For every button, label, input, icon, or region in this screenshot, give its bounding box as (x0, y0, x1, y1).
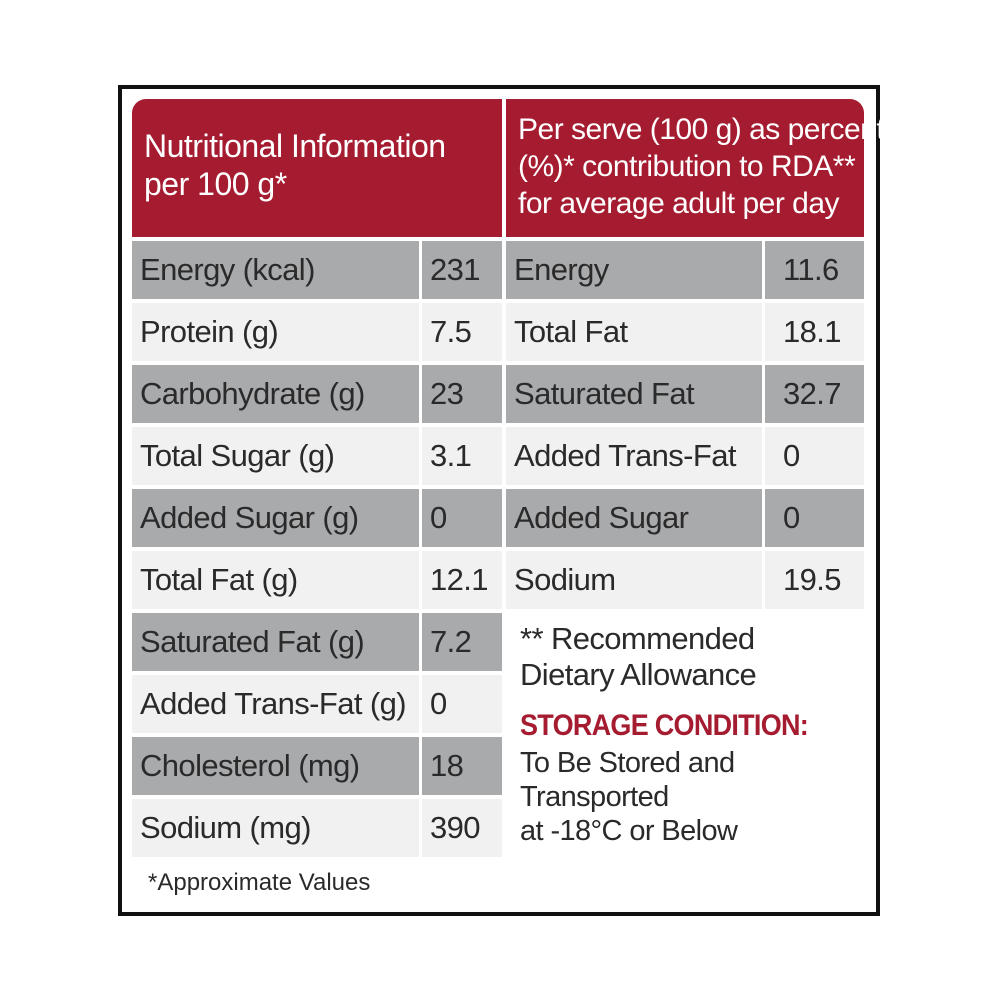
rda-note: ** Recommended Dietary Allowance (520, 621, 757, 693)
nutrient-value: 12.1 (422, 551, 502, 609)
rda-label: Added Trans-Fat (506, 427, 762, 485)
storage-line-2: Transported (520, 781, 669, 813)
nutrition-panel: Nutritional Information per 100 g* Per s… (118, 85, 885, 916)
nutrient-value: 7.5 (422, 303, 502, 361)
rda-label: Total Fat (506, 303, 762, 361)
nutrient-value: 231 (422, 241, 502, 299)
nutrient-label: Added Sugar (g) (132, 489, 419, 547)
nutrient-label: Saturated Fat (g) (132, 613, 419, 671)
nutrient-label: Energy (kcal) (132, 241, 419, 299)
rda-note-line-1: ** Recommended (520, 621, 755, 656)
rda-value: 0 (765, 427, 864, 485)
rda-label: Energy (506, 241, 762, 299)
nutrient-value: 18 (422, 737, 502, 795)
nutrient-value: 7.2 (422, 613, 502, 671)
storage-body: To Be Stored and Transported at -18°C or… (520, 746, 738, 848)
rda-header: Per serve (100 g) as percent (%)* contri… (506, 99, 885, 237)
nutrient-value: 3.1 (422, 427, 502, 485)
nutrition-header: Nutritional Information per 100 g* (132, 99, 502, 237)
nutrition-header-line-1: Nutritional Information (144, 128, 446, 164)
nutrient-label: Protein (g) (132, 303, 419, 361)
storage-line-3: at -18°C or Below (520, 815, 738, 847)
nutrition-header-line-2: per 100 g* (144, 166, 287, 202)
nutrient-label: Sodium (mg) (132, 799, 419, 857)
rda-value: 18.1 (765, 303, 864, 361)
nutrient-label: Cholesterol (mg) (132, 737, 419, 795)
nutrient-label: Total Sugar (g) (132, 427, 419, 485)
storage-line-1: To Be Stored and (520, 747, 735, 779)
nutrient-label: Added Trans-Fat (g) (132, 675, 419, 733)
nutrient-label: Total Fat (g) (132, 551, 419, 609)
rda-header-line-2: (%)* contribution to RDA** (518, 150, 856, 183)
rda-value: 19.5 (765, 551, 864, 609)
nutrient-label: Carbohydrate (g) (132, 365, 419, 423)
nutrient-value: 0 (422, 675, 502, 733)
storage-title: STORAGE CONDITION: (520, 709, 809, 742)
rda-value: 11.6 (765, 241, 864, 299)
rda-label: Sodium (506, 551, 762, 609)
rda-header-line-1: Per serve (100 g) as percent (518, 113, 885, 146)
rda-note-line-2: Dietary Allowance (520, 657, 757, 692)
rda-label: Saturated Fat (506, 365, 762, 423)
nutrient-value: 23 (422, 365, 502, 423)
footnote: *Approximate Values (148, 869, 371, 896)
nutrient-value: 390 (422, 799, 502, 857)
rda-value: 32.7 (765, 365, 864, 423)
rda-header-line-3: for average adult per day (518, 187, 840, 220)
rda-label: Added Sugar (506, 489, 762, 547)
rda-value: 0 (765, 489, 864, 547)
nutrient-value: 0 (422, 489, 502, 547)
